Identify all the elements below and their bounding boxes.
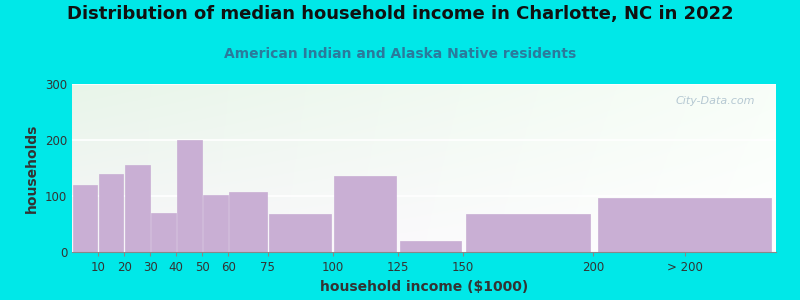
Bar — [151, 213, 176, 252]
Bar — [334, 176, 396, 252]
Text: City-Data.com: City-Data.com — [675, 96, 755, 106]
Bar — [269, 214, 331, 252]
Bar — [98, 174, 123, 252]
Y-axis label: households: households — [26, 123, 39, 213]
Text: Distribution of median household income in Charlotte, NC in 2022: Distribution of median household income … — [66, 4, 734, 22]
Bar — [177, 140, 202, 252]
Bar — [125, 165, 150, 252]
Bar — [466, 214, 590, 252]
X-axis label: household income ($1000): household income ($1000) — [320, 280, 528, 294]
Text: American Indian and Alaska Native residents: American Indian and Alaska Native reside… — [224, 46, 576, 61]
Bar — [399, 241, 462, 252]
Bar — [203, 195, 228, 252]
Bar — [598, 198, 771, 252]
Bar — [230, 192, 266, 252]
Bar — [73, 185, 98, 252]
